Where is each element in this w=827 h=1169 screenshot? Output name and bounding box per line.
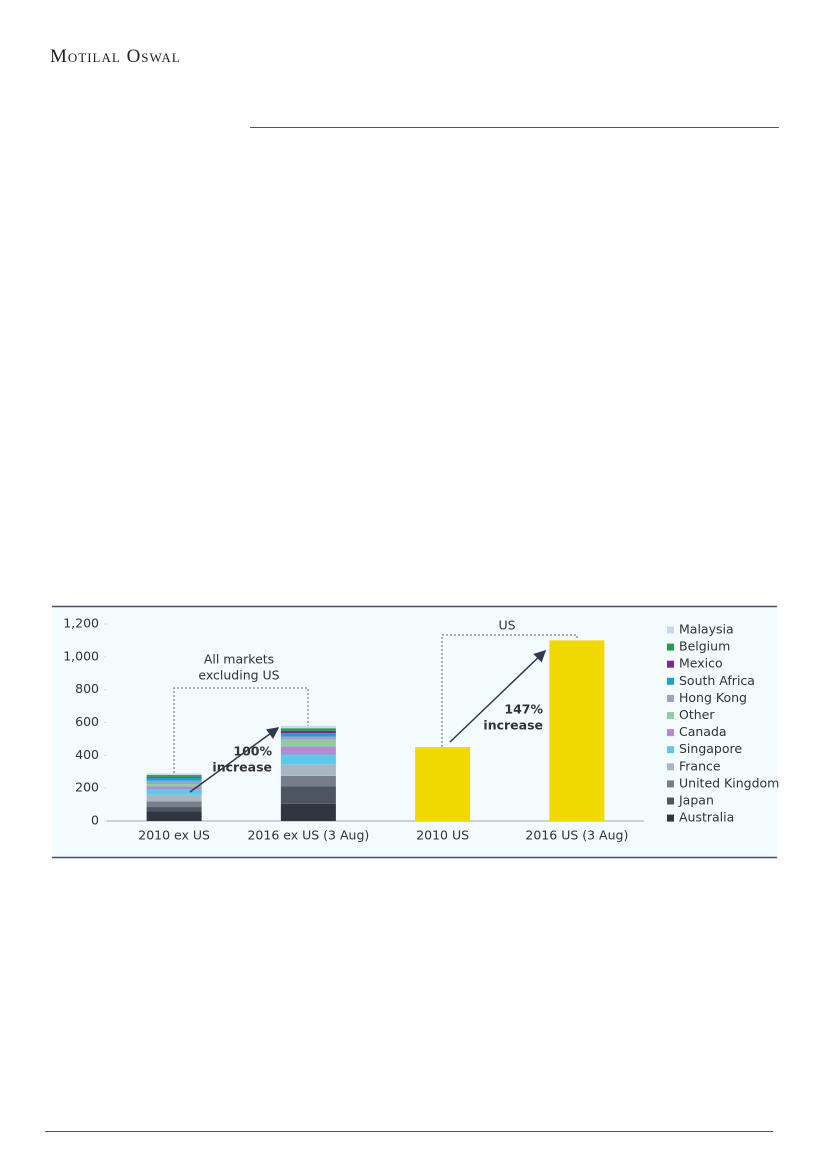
footer-rule xyxy=(45,1131,773,1132)
legend-label: United Kingdom xyxy=(679,775,779,790)
bar-segment xyxy=(549,640,605,821)
annotation: US xyxy=(498,618,515,633)
annotation: increase xyxy=(483,718,543,733)
bar-segment xyxy=(146,801,202,808)
legend-label: Canada xyxy=(679,724,727,739)
y-tick-label: 800 xyxy=(75,681,99,696)
legend-label: Other xyxy=(679,707,715,722)
bar-segment xyxy=(280,733,336,737)
legend-swatch xyxy=(667,626,674,634)
arrow xyxy=(189,727,280,793)
legend-swatch xyxy=(667,660,674,668)
annotation: increase xyxy=(212,760,272,775)
legend-swatch xyxy=(667,694,674,702)
legend-swatch xyxy=(667,712,674,719)
bar-segment xyxy=(146,786,202,790)
legend-label: Japan xyxy=(678,793,714,808)
legend-label: South Africa xyxy=(679,673,755,688)
legend-label: Mexico xyxy=(679,656,723,671)
header-rule xyxy=(250,127,779,128)
bar-segment xyxy=(280,739,336,747)
y-tick-label: 600 xyxy=(75,714,99,729)
bar-segment xyxy=(280,786,336,804)
x-tick-label: 2016 ex US (3 Aug) xyxy=(247,828,369,843)
bracket xyxy=(173,687,309,773)
bar-segment xyxy=(280,803,336,821)
annotation: 147% xyxy=(504,702,543,717)
annotation: All markets xyxy=(204,652,274,667)
legend-swatch xyxy=(667,814,674,822)
bar-segment xyxy=(280,728,336,731)
legend-label: Singapore xyxy=(679,741,742,756)
bar-segment xyxy=(280,730,336,734)
annotation: excluding US xyxy=(198,668,279,683)
bar-segment xyxy=(146,780,202,785)
legend-swatch xyxy=(667,729,674,737)
y-tick-label: 0 xyxy=(91,813,99,828)
legend-label: Malaysia xyxy=(679,622,734,637)
y-tick-label: 1,000 xyxy=(63,648,99,663)
bar-segment xyxy=(280,736,336,740)
bar-segment xyxy=(280,754,336,765)
y-tick-label: 200 xyxy=(75,780,99,795)
legend-swatch xyxy=(667,780,674,788)
bar-segment xyxy=(146,811,202,821)
legend-swatch xyxy=(667,797,674,805)
bar-segment xyxy=(146,777,202,781)
bar-segment xyxy=(146,773,202,776)
bar-segment xyxy=(280,764,336,776)
bar-segment xyxy=(280,725,336,729)
legend-label: Hong Kong xyxy=(679,690,747,705)
legend-label: Belgium xyxy=(679,639,730,654)
bar-segment xyxy=(280,746,336,755)
bar-segment xyxy=(146,789,202,795)
x-tick-label: 2010 US xyxy=(416,828,469,843)
legend-swatch xyxy=(667,746,674,754)
bar-segment xyxy=(146,807,202,812)
bar-segment xyxy=(415,747,471,821)
legend-swatch xyxy=(667,643,674,651)
arrow xyxy=(449,649,547,743)
x-tick-label: 2010 ex US xyxy=(138,828,210,843)
y-tick-label: 400 xyxy=(75,747,99,762)
legend-label: Australia xyxy=(679,810,734,825)
x-tick-label: 2016 US (3 Aug) xyxy=(525,828,628,843)
bar-segment xyxy=(146,784,202,787)
bar-segment xyxy=(280,775,336,787)
bracket xyxy=(441,634,578,747)
bar-segment xyxy=(146,794,202,802)
legend-swatch xyxy=(667,677,674,685)
legend-label: France xyxy=(679,758,721,773)
bar-segment xyxy=(146,775,202,777)
brand: Motilal Oswal xyxy=(50,46,181,67)
legend-swatch xyxy=(667,763,674,771)
annotation: 100% xyxy=(233,744,272,759)
bar-segment xyxy=(146,776,202,778)
y-tick-label: 1,200 xyxy=(63,616,99,631)
